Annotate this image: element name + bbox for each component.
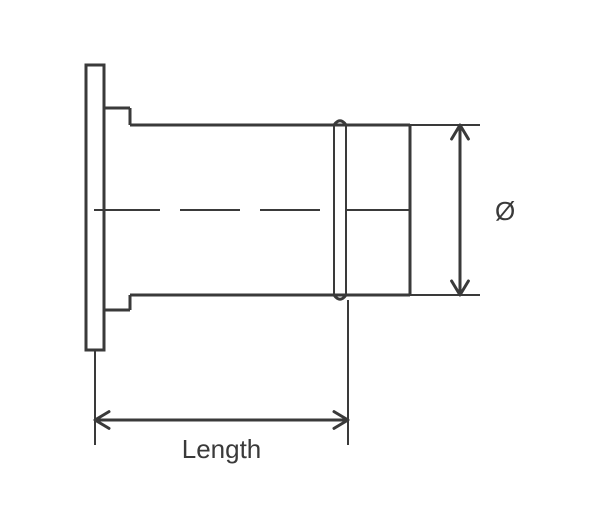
length-label: Length — [182, 434, 262, 464]
flange — [86, 65, 104, 350]
technical-drawing: Ø Length — [0, 0, 590, 515]
diameter-label: Ø — [495, 196, 515, 226]
